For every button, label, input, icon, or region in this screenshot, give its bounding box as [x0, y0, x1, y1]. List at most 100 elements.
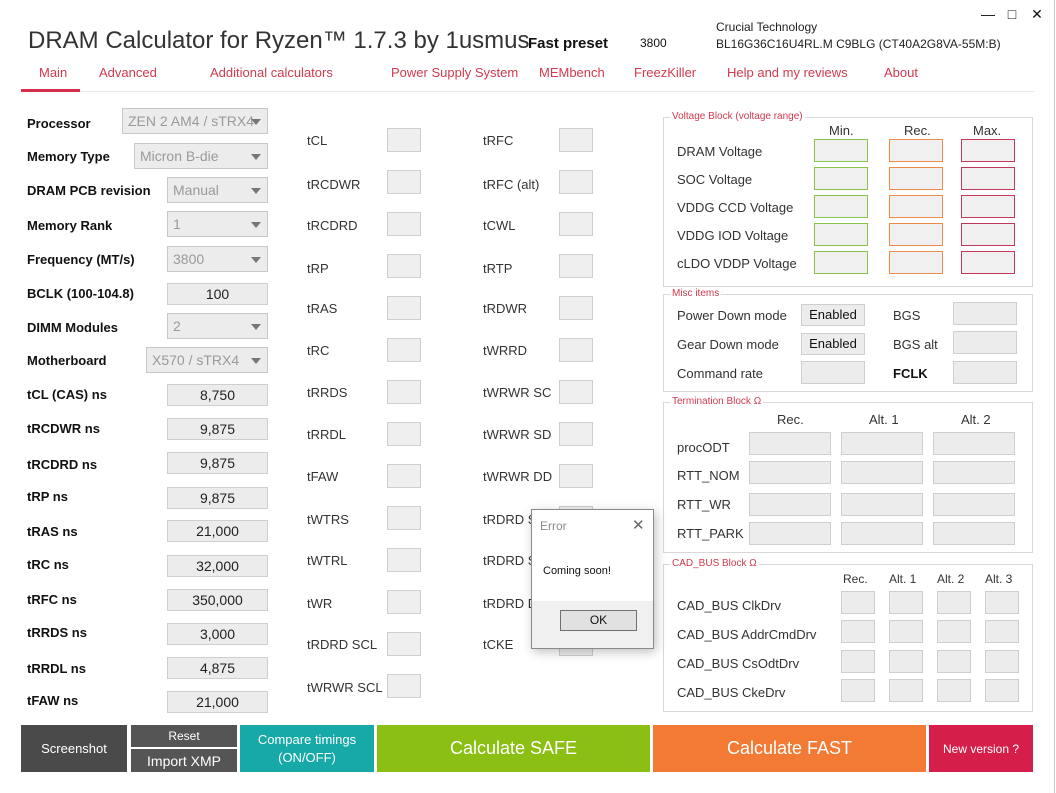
timing-field-trtp[interactable]	[559, 254, 593, 278]
ns-value-trrdl[interactable]: 4,875	[167, 657, 268, 679]
command-rate-field[interactable]	[801, 361, 865, 384]
calculate-fast-button[interactable]: Calculate FAST	[653, 725, 926, 772]
tab-advanced[interactable]: Advanced	[99, 65, 157, 80]
vddg-iod-voltage-max[interactable]	[961, 223, 1015, 246]
vddg-ccd-voltage-min[interactable]	[814, 195, 868, 218]
timing-field-trc[interactable]	[387, 338, 421, 362]
rtt-wr-alt1[interactable]	[841, 493, 923, 516]
procodt-rec[interactable]	[749, 432, 831, 455]
ns-value-tfaw[interactable]: 21,000	[167, 691, 268, 713]
timing-field-twtrs[interactable]	[387, 506, 421, 530]
rtt-wr-alt2[interactable]	[933, 493, 1015, 516]
vddg-iod-voltage-rec[interactable]	[889, 223, 943, 246]
tab-main[interactable]: Main	[39, 65, 68, 80]
timing-field-trdwr[interactable]	[559, 296, 593, 320]
ns-value-tras[interactable]: 21,000	[167, 520, 268, 542]
bclk-input[interactable]: 100	[167, 283, 268, 305]
timing-field-twrwr-sc[interactable]	[559, 380, 593, 404]
cad-bus-csodtdrv-alt1[interactable]	[889, 650, 923, 673]
fclk-field[interactable]	[953, 361, 1017, 384]
timing-field-tfaw[interactable]	[387, 464, 421, 488]
ns-value-trrds[interactable]: 3,000	[167, 623, 268, 645]
new-version-button[interactable]: New version ?	[929, 725, 1033, 772]
maximize-icon[interactable]: □	[1007, 6, 1017, 22]
timing-field-trdrd-scl[interactable]	[387, 632, 421, 656]
cad-bus-ckedrv-rec[interactable]	[841, 679, 875, 702]
minimize-icon[interactable]: —	[981, 6, 995, 22]
tab-membench[interactable]: MEMbench	[539, 65, 605, 80]
rtt-park-rec[interactable]	[749, 522, 831, 545]
calculate-safe-button[interactable]: Calculate SAFE	[377, 725, 650, 772]
vddg-iod-voltage-min[interactable]	[814, 223, 868, 246]
timing-field-trfc-alt[interactable]	[559, 170, 593, 194]
tab-help-and-reviews[interactable]: Help and my reviews	[727, 65, 848, 80]
rtt-nom-rec[interactable]	[749, 461, 831, 484]
rtt-park-alt2[interactable]	[933, 522, 1015, 545]
cldo-vddp-voltage-max[interactable]	[961, 251, 1015, 274]
ns-value-tcl[interactable]: 8,750	[167, 384, 268, 406]
timing-field-twr[interactable]	[387, 590, 421, 614]
bgs-alt-field[interactable]	[953, 331, 1017, 354]
dialog-close-icon[interactable]: ✕	[632, 517, 645, 534]
timing-field-tcl[interactable]	[387, 128, 421, 152]
cad-bus-clkdrv-alt2[interactable]	[937, 591, 971, 614]
rtt-wr-rec[interactable]	[749, 493, 831, 516]
motherboard-select[interactable]: X570 / sTRX4	[146, 347, 268, 373]
rtt-park-alt1[interactable]	[841, 522, 923, 545]
dram-voltage-max[interactable]	[961, 139, 1015, 162]
timing-field-trp[interactable]	[387, 254, 421, 278]
cad-bus-csodtdrv-rec[interactable]	[841, 650, 875, 673]
cad-bus-addrcmddrv-rec[interactable]	[841, 620, 875, 643]
ns-value-trfc[interactable]: 350,000	[167, 589, 268, 611]
soc-voltage-max[interactable]	[961, 167, 1015, 190]
cldo-vddp-voltage-min[interactable]	[814, 251, 868, 274]
compare-timings-button[interactable]: Compare timings (ON/OFF)	[240, 725, 374, 772]
timing-field-trrdl[interactable]	[387, 422, 421, 446]
tab-freezkiller[interactable]: FreezKiller	[634, 65, 697, 80]
pcb-revision-select[interactable]: Manual	[167, 177, 268, 203]
memory-type-select[interactable]: Micron B-die	[134, 143, 268, 169]
procodt-alt2[interactable]	[933, 432, 1015, 455]
dialog-ok-button[interactable]: OK	[560, 610, 637, 631]
timing-field-tras[interactable]	[387, 296, 421, 320]
bgs-field[interactable]	[953, 302, 1017, 325]
cad-bus-ckedrv-alt3[interactable]	[985, 679, 1019, 702]
cad-bus-addrcmddrv-alt2[interactable]	[937, 620, 971, 643]
cad-bus-csodtdrv-alt2[interactable]	[937, 650, 971, 673]
ns-value-trp[interactable]: 9,875	[167, 487, 268, 509]
ns-value-trc[interactable]: 32,000	[167, 555, 268, 577]
timing-field-tcwl[interactable]	[559, 212, 593, 236]
dimm-modules-select[interactable]: 2	[167, 313, 268, 339]
dram-voltage-rec[interactable]	[889, 139, 943, 162]
vddg-ccd-voltage-rec[interactable]	[889, 195, 943, 218]
close-icon[interactable]: ✕	[1031, 6, 1043, 22]
power-down-toggle[interactable]: Enabled	[801, 304, 865, 326]
cad-bus-csodtdrv-alt3[interactable]	[985, 650, 1019, 673]
rtt-nom-alt2[interactable]	[933, 461, 1015, 484]
cad-bus-clkdrv-alt1[interactable]	[889, 591, 923, 614]
tab-additional-calculators[interactable]: Additional calculators	[210, 65, 333, 80]
processor-select[interactable]: ZEN 2 AM4 / sTRX4	[122, 108, 268, 134]
timing-field-twtrl[interactable]	[387, 548, 421, 572]
timing-field-twrwr-dd[interactable]	[559, 464, 593, 488]
rtt-nom-alt1[interactable]	[841, 461, 923, 484]
gear-down-toggle[interactable]: Enabled	[801, 333, 865, 355]
timing-field-twrwr-scl[interactable]	[387, 674, 421, 698]
timing-field-trfc[interactable]	[559, 128, 593, 152]
import-xmp-button[interactable]: Import XMP	[131, 749, 237, 772]
procodt-alt1[interactable]	[841, 432, 923, 455]
cad-bus-ckedrv-alt2[interactable]	[937, 679, 971, 702]
reset-button[interactable]: Reset	[131, 725, 237, 747]
soc-voltage-rec[interactable]	[889, 167, 943, 190]
dram-voltage-min[interactable]	[814, 139, 868, 162]
frequency-select[interactable]: 3800	[167, 246, 268, 272]
cad-bus-clkdrv-rec[interactable]	[841, 591, 875, 614]
timing-field-twrwr-sd[interactable]	[559, 422, 593, 446]
memory-rank-select[interactable]: 1	[167, 211, 268, 237]
vddg-ccd-voltage-max[interactable]	[961, 195, 1015, 218]
cad-bus-addrcmddrv-alt3[interactable]	[985, 620, 1019, 643]
timing-field-twrrd[interactable]	[559, 338, 593, 362]
cad-bus-clkdrv-alt3[interactable]	[985, 591, 1019, 614]
timing-field-trcdwr[interactable]	[387, 170, 421, 194]
soc-voltage-min[interactable]	[814, 167, 868, 190]
